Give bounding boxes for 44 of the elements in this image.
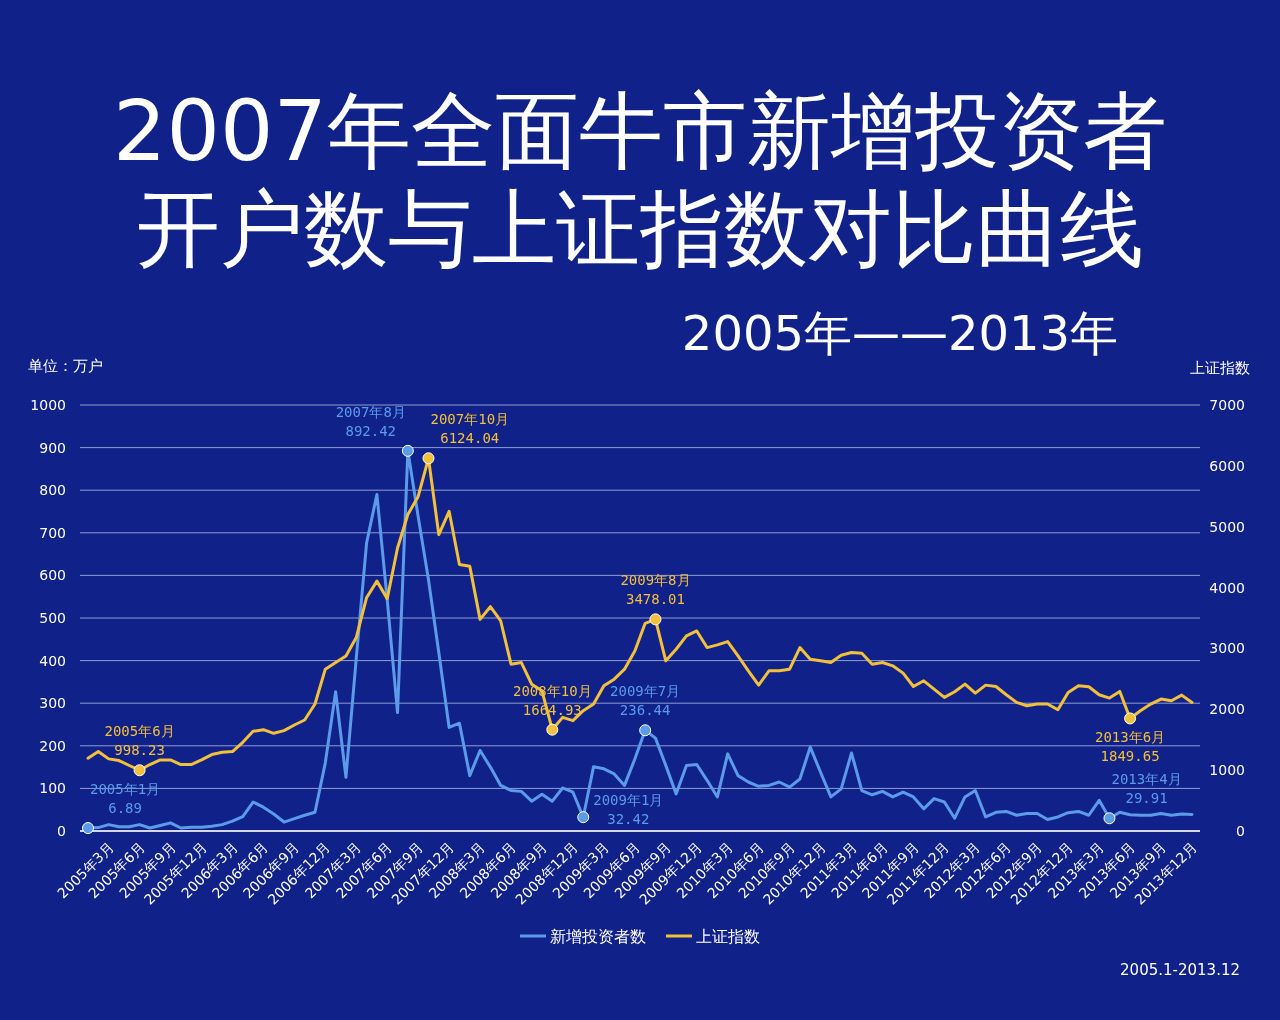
data-label: 2009年7月 236.44 bbox=[610, 683, 681, 719]
text: 2005.1-2013.12 bbox=[1120, 961, 1240, 979]
y-tick-label: 400 bbox=[39, 652, 66, 669]
point bbox=[1124, 712, 1137, 725]
y-tick-label: 800 bbox=[39, 482, 66, 499]
point bbox=[422, 452, 435, 465]
legend-label: 新增投资者数 bbox=[550, 927, 646, 946]
point bbox=[649, 613, 662, 626]
y-tick-label: 1000 bbox=[30, 397, 66, 413]
y-tick-label: 900 bbox=[39, 439, 66, 456]
y2-axis-title: 上证指数 bbox=[1190, 359, 1250, 377]
y2-tick-label: 0 bbox=[1236, 823, 1245, 839]
y-tick-label: 0 bbox=[57, 823, 66, 839]
y-tick-label: 300 bbox=[39, 695, 66, 712]
subtitle: 2005年——2013年 bbox=[681, 305, 1119, 361]
point bbox=[577, 811, 590, 824]
data-label: 2013年6月 1849.65 bbox=[1095, 729, 1166, 765]
y-tick-label: 200 bbox=[39, 737, 66, 754]
y-tick-label: 600 bbox=[39, 567, 66, 584]
point bbox=[546, 723, 559, 736]
y2-tick-label: 5000 bbox=[1209, 518, 1245, 535]
y2-tick-label: 6000 bbox=[1209, 457, 1245, 474]
y2-tick-label: 4000 bbox=[1209, 579, 1245, 596]
data-label: 2005年6月 998.23 bbox=[104, 723, 175, 759]
data-label: 2009年1月 32.42 bbox=[593, 792, 664, 827]
y-tick-label: 500 bbox=[39, 610, 66, 626]
data-label: 2009年8月 3478.01 bbox=[620, 572, 691, 608]
y-tick-label: 100 bbox=[39, 780, 66, 797]
data-label: 2013年4月 29.91 bbox=[1111, 771, 1182, 807]
title: 2007年全面牛市新增投资者开户数与上证指数对比曲线 bbox=[113, 82, 1167, 278]
y-axis-title: 单位：万户 bbox=[28, 357, 103, 375]
y2-tick-label: 7000 bbox=[1209, 397, 1245, 413]
y2-tick-label: 3000 bbox=[1209, 640, 1245, 657]
point bbox=[82, 822, 94, 835]
legend-label: 上证指数 bbox=[696, 927, 760, 946]
point bbox=[639, 724, 652, 737]
y2-tick-label: 1000 bbox=[1209, 762, 1245, 779]
point bbox=[1103, 812, 1116, 825]
point bbox=[401, 444, 414, 457]
y-tick-label: 700 bbox=[39, 524, 66, 541]
point bbox=[133, 764, 146, 777]
data-label: 2007年10月 6124.04 bbox=[430, 411, 510, 447]
data-label: 2007年8月 892.42 bbox=[335, 403, 406, 439]
y2-tick-label: 2000 bbox=[1209, 701, 1245, 718]
